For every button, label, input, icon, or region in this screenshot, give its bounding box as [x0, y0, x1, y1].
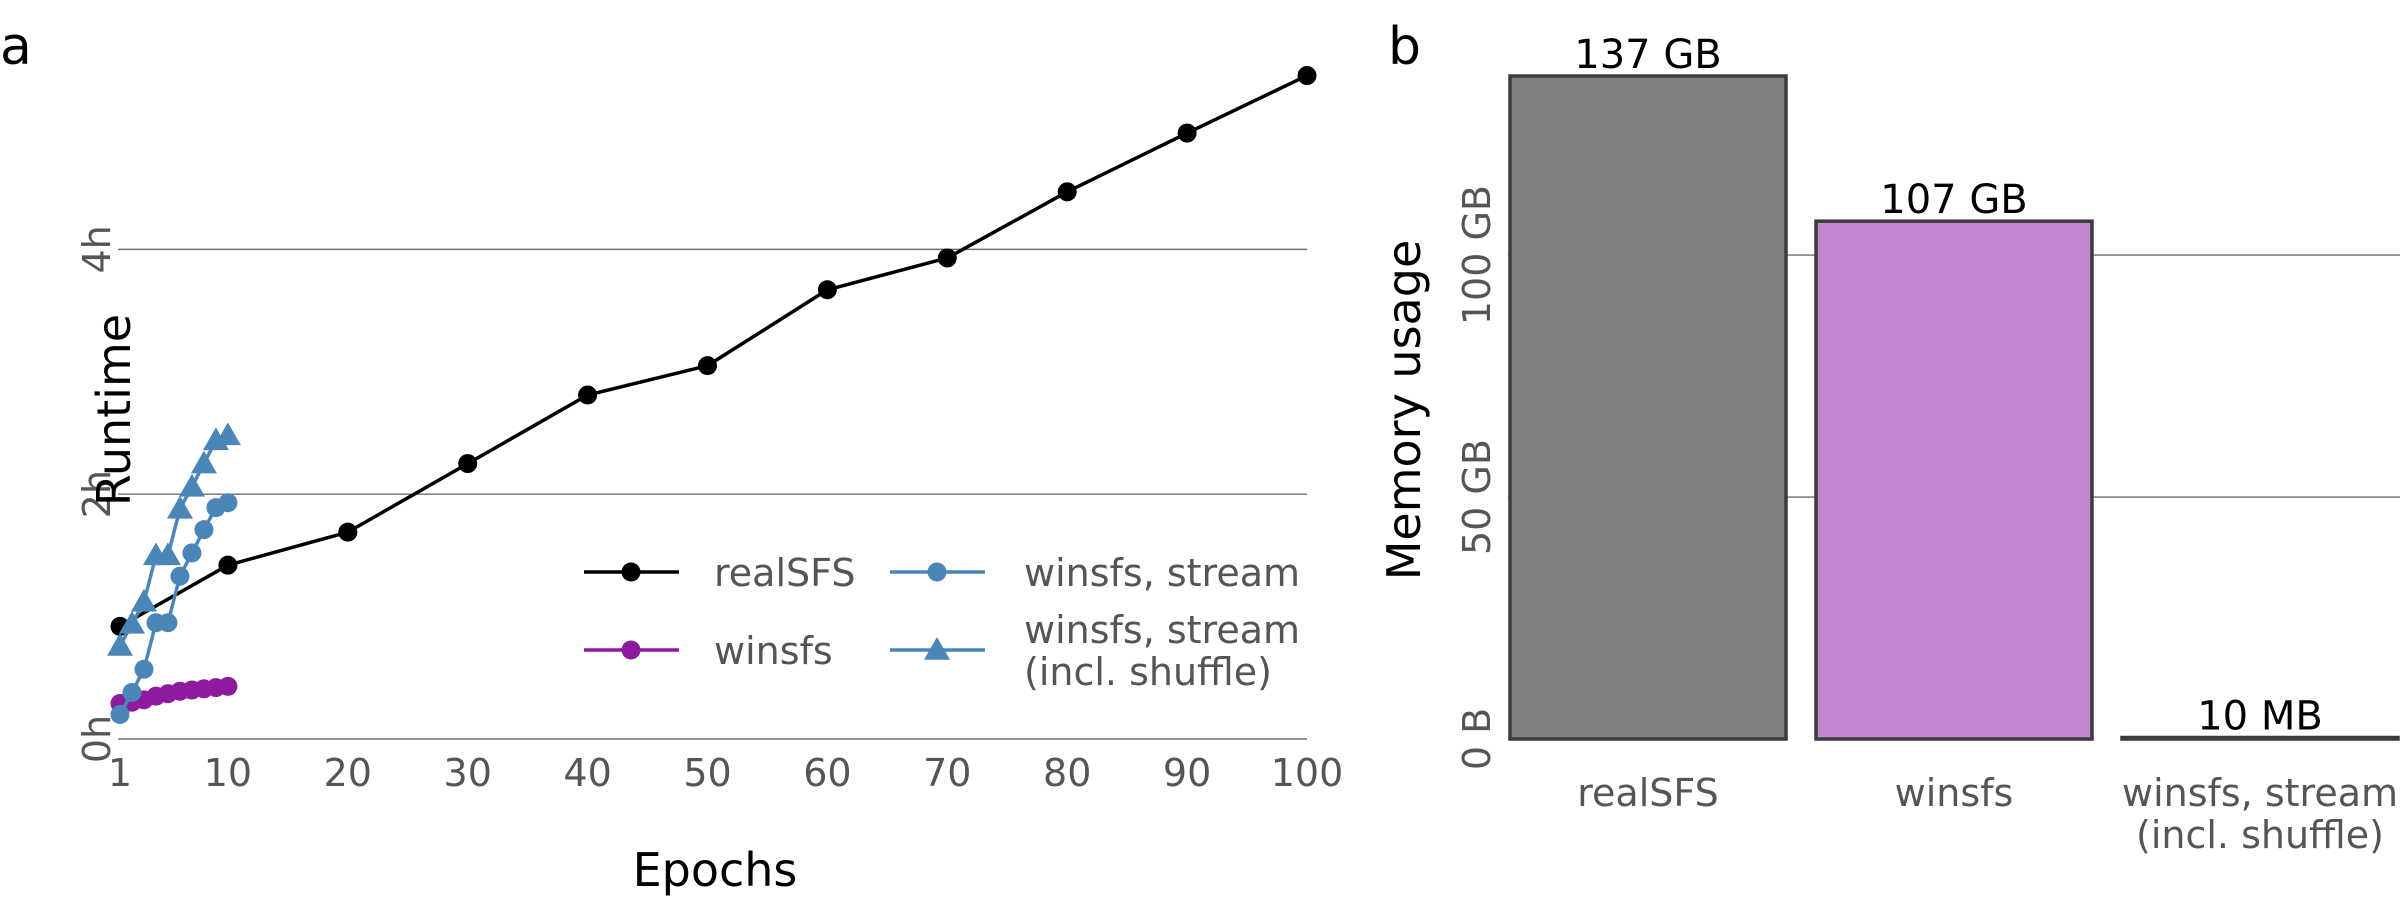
bar-value-label: 10 MB [2197, 694, 2323, 740]
x-tick-label: realSFS [1577, 771, 1718, 815]
data-point [190, 450, 217, 474]
data-point [158, 613, 178, 633]
legend-label: winsfs [714, 629, 833, 673]
legend-label: winsfs, stream [1024, 551, 1300, 595]
data-point [1057, 182, 1077, 202]
panel-label-b: b [1388, 17, 1421, 77]
data-point [166, 495, 193, 519]
data-point [698, 356, 718, 376]
x-tick-label: 50 [683, 751, 731, 795]
bar-chart-value-labels: 137 GB 107 GB 10 MB [1574, 32, 2323, 740]
legend-label: winsfs, stream (incl. shuffle) [1024, 608, 1300, 694]
legend-swatch-marker [621, 640, 641, 660]
line-chart-series [107, 66, 1317, 725]
x-tick-label: 40 [563, 751, 611, 795]
data-point [214, 422, 241, 446]
bar-chart-y-axis-label: Memory usage [1377, 240, 1431, 581]
data-point [218, 493, 238, 513]
series-line [118, 501, 229, 716]
line-chart-x-ticks: 1 10 20 30 40 50 60 70 80 90 100 [108, 751, 1343, 795]
data-point [130, 588, 157, 612]
data-point [578, 385, 598, 405]
series-0 [110, 66, 1317, 636]
bar-chart-x-ticks: realSFS winsfs winsfs, stream (incl. shuffl… [1577, 771, 2398, 857]
x-tick-label: winsfs, stream (incl. shuffle) [2122, 771, 2398, 857]
data-point [194, 520, 214, 540]
legend-entry: winsfs [584, 629, 833, 673]
data-point [122, 682, 142, 702]
bar [2120, 735, 2400, 741]
data-point [110, 705, 130, 725]
line-chart-y-ticks: 0h 2h 4h [75, 225, 119, 763]
line-chart-legend: realSFS winsfs, stream winsfs winsfs, strea… [584, 551, 1300, 694]
series-line [118, 433, 229, 647]
series-2 [110, 493, 238, 725]
bar [1814, 219, 2094, 741]
bar-value-label: 107 GB [1880, 177, 2028, 223]
data-point [1297, 66, 1317, 86]
y-tick-label: 2h [75, 470, 119, 518]
line-chart-x-axis-label: Epochs [633, 843, 798, 897]
y-tick-label: 0 B [1455, 708, 1499, 770]
panel-label-a: a [0, 17, 32, 77]
data-point [170, 566, 190, 586]
legend-entry: winsfs, stream (incl. shuffle) [890, 608, 1300, 694]
y-tick-label: 50 GB [1455, 439, 1499, 555]
x-tick-label: 90 [1163, 751, 1211, 795]
x-tick-label: 30 [444, 751, 492, 795]
x-tick-label: 100 [1271, 751, 1344, 795]
bar [1508, 74, 1788, 741]
data-point [107, 632, 133, 656]
legend-entry: winsfs, stream [890, 551, 1300, 595]
data-point [118, 610, 145, 634]
x-tick-label: 10 [204, 751, 252, 795]
series-3 [107, 422, 241, 656]
legend-swatch-marker [927, 562, 947, 582]
x-tick-label: 20 [324, 751, 372, 795]
data-point [458, 454, 478, 474]
data-point [937, 248, 957, 268]
bar-value-label: 137 GB [1574, 32, 1722, 78]
data-point [182, 543, 202, 563]
data-point [218, 555, 238, 575]
series-line [119, 73, 1308, 628]
x-tick-label: 70 [923, 751, 971, 795]
y-tick-label: 0h [75, 715, 119, 763]
bar-chart-bars [1508, 74, 2400, 741]
line-chart: 0h 2h 4h 1 10 20 30 40 50 60 70 80 90 100 Epochs Run… [75, 66, 1343, 897]
bar-chart-y-ticks: 0 B 50 GB 100 GB [1455, 185, 1499, 770]
legend-swatch-marker [621, 562, 641, 582]
x-tick-label: winsfs [1895, 771, 2014, 815]
legend-swatch-marker [924, 637, 950, 660]
legend-entry: realSFS [584, 551, 855, 595]
data-point [178, 473, 205, 497]
line-chart-y-axis-label: Runtime [87, 314, 141, 506]
data-point [817, 280, 837, 300]
data-point [338, 522, 358, 542]
legend-label: realSFS [714, 551, 855, 595]
data-point [218, 676, 238, 696]
data-point [1177, 123, 1197, 143]
x-tick-label: 80 [1043, 751, 1091, 795]
x-tick-label: 1 [108, 751, 132, 795]
bar-chart: 0 B 50 GB 100 GB realSFS winsfs winsfs, stre… [1377, 32, 2400, 857]
data-point [154, 542, 181, 566]
line-chart-gridlines [118, 248, 1307, 740]
y-tick-label: 4h [75, 225, 119, 273]
data-point [134, 659, 154, 679]
x-tick-label: 60 [803, 751, 851, 795]
y-tick-label: 100 GB [1455, 185, 1499, 325]
